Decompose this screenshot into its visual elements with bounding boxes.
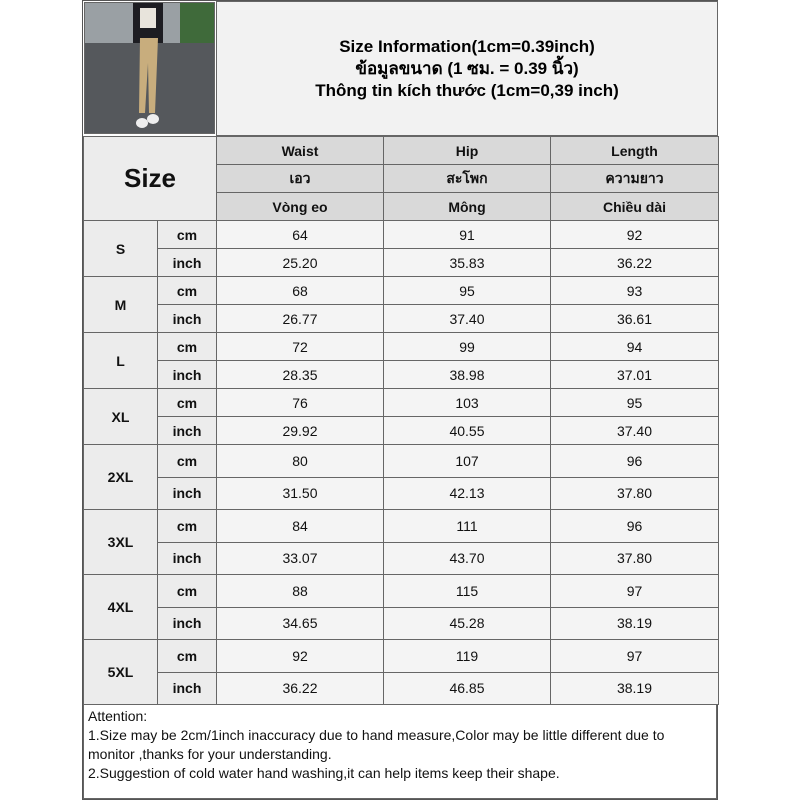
measurement-cell: 92 [550, 220, 719, 249]
note-item: 2.Suggestion of cold water hand washing,… [88, 765, 560, 781]
size-label: 2XL [83, 444, 158, 510]
unit-label: cm [157, 639, 217, 673]
measurement-cell: 36.61 [550, 304, 719, 333]
measurement-cell: 84 [216, 509, 384, 543]
measurement-cell: 37.80 [550, 476, 719, 510]
size-label: L [83, 332, 158, 389]
measurement-cell: 88 [216, 574, 384, 608]
measurement-cell: 80 [216, 444, 384, 478]
column-header-vi: Vòng eo [216, 192, 384, 221]
column-header-th: ความยาว [550, 164, 719, 193]
measurement-cell: 43.70 [383, 541, 551, 575]
measurement-cell: 34.65 [216, 606, 384, 640]
size-label: 3XL [83, 509, 158, 575]
measurement-cell: 38.19 [550, 606, 719, 640]
unit-label: inch [157, 248, 217, 277]
title-th: ข้อมูลขนาด (1 ซม. = 0.39 นิ้ว) [355, 58, 579, 78]
size-label: 4XL [83, 574, 158, 640]
measurement-cell: 45.28 [383, 606, 551, 640]
title-vi: Thông tin kích thước (1cm=0,39 inch) [315, 80, 619, 100]
measurement-cell: 36.22 [550, 248, 719, 277]
measurement-cell: 37.01 [550, 360, 719, 389]
measurement-cell: 72 [216, 332, 384, 361]
measurement-cell: 37.40 [550, 416, 719, 445]
measurement-cell: 35.83 [383, 248, 551, 277]
column-header-vi: Mông [383, 192, 551, 221]
measurement-cell: 111 [383, 509, 551, 543]
column-header-en: Hip [383, 136, 551, 165]
measurement-cell: 31.50 [216, 476, 384, 510]
unit-label: cm [157, 332, 217, 361]
title-en: Size Information(1cm=0.39inch) [339, 36, 595, 56]
measurement-cell: 97 [550, 574, 719, 608]
unit-label: cm [157, 388, 217, 417]
measurement-cell: 33.07 [216, 541, 384, 575]
unit-label: inch [157, 671, 217, 705]
attention-notes: Attention: 1.Size may be 2cm/1inch inacc… [83, 704, 717, 799]
measurement-cell: 107 [383, 444, 551, 478]
measurement-cell: 103 [383, 388, 551, 417]
size-chart: Size Information(1cm=0.39inch) ข้อมูลขนา… [82, 0, 719, 800]
measurement-cell: 28.35 [216, 360, 384, 389]
unit-label: inch [157, 606, 217, 640]
measurement-cell: 93 [550, 276, 719, 305]
measurement-cell: 42.13 [383, 476, 551, 510]
unit-label: cm [157, 444, 217, 478]
measurement-cell: 38.19 [550, 671, 719, 705]
measurement-cell: 25.20 [216, 248, 384, 277]
measurement-cell: 97 [550, 639, 719, 673]
unit-label: cm [157, 574, 217, 608]
measurement-cell: 91 [383, 220, 551, 249]
size-info-title: Size Information(1cm=0.39inch) ข้อมูลขนา… [216, 1, 718, 136]
size-label: M [83, 276, 158, 333]
measurement-cell: 115 [383, 574, 551, 608]
measurement-cell: 119 [383, 639, 551, 673]
column-header-vi: Chiều dài [550, 192, 719, 221]
note-item: 1.Size may be 2cm/1inch inaccuracy due t… [88, 727, 665, 762]
unit-label: cm [157, 220, 217, 249]
unit-label: inch [157, 541, 217, 575]
measurement-cell: 94 [550, 332, 719, 361]
measurement-cell: 95 [550, 388, 719, 417]
unit-label: inch [157, 304, 217, 333]
measurement-cell: 76 [216, 388, 384, 417]
measurement-cell: 36.22 [216, 671, 384, 705]
measurement-cell: 99 [383, 332, 551, 361]
product-photo [84, 2, 215, 134]
measurement-cell: 64 [216, 220, 384, 249]
size-header: Size [83, 136, 217, 221]
measurement-cell: 29.92 [216, 416, 384, 445]
size-label: 5XL [83, 639, 158, 705]
column-header-th: สะโพก [383, 164, 551, 193]
measurement-cell: 46.85 [383, 671, 551, 705]
unit-label: cm [157, 276, 217, 305]
column-header-en: Length [550, 136, 719, 165]
size-label: S [83, 220, 158, 277]
column-header-th: เอว [216, 164, 384, 193]
measurement-cell: 96 [550, 509, 719, 543]
measurement-cell: 95 [383, 276, 551, 305]
measurement-cell: 96 [550, 444, 719, 478]
unit-label: inch [157, 476, 217, 510]
measurement-cell: 26.77 [216, 304, 384, 333]
measurement-cell: 40.55 [383, 416, 551, 445]
unit-label: inch [157, 360, 217, 389]
unit-label: cm [157, 509, 217, 543]
measurement-cell: 37.80 [550, 541, 719, 575]
unit-label: inch [157, 416, 217, 445]
size-label: XL [83, 388, 158, 445]
column-header-en: Waist [216, 136, 384, 165]
measurement-cell: 37.40 [383, 304, 551, 333]
notes-heading: Attention: [88, 708, 148, 724]
measurement-cell: 68 [216, 276, 384, 305]
measurement-cell: 38.98 [383, 360, 551, 389]
measurement-cell: 92 [216, 639, 384, 673]
